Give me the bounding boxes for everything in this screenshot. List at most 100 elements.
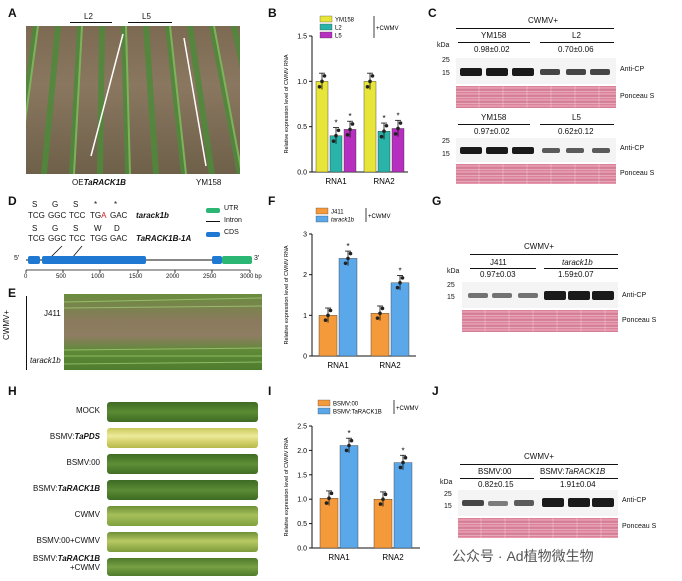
data-point xyxy=(395,285,400,290)
c-m25-top: 25 xyxy=(442,57,450,64)
c-bot-label-1: YM158 xyxy=(481,113,507,122)
h-row-label-4: BSMV:TaRACK1B xyxy=(0,484,100,493)
j-header-line xyxy=(460,464,618,465)
d-ref-codon-1: TCG xyxy=(28,234,45,243)
g-label-1: J411 xyxy=(490,258,507,267)
h-row-label-gene: TaRACK1B xyxy=(57,554,100,563)
j-value-1: 0.82±0.15 xyxy=(478,480,514,489)
c-ponceau-top xyxy=(456,86,616,108)
chart-i: 0.0 0.5 1.0 1.5 2.0 2.5 Relative expression le… xyxy=(284,399,420,562)
legend-swatch-1 xyxy=(319,23,333,31)
c-top-line-2 xyxy=(540,42,614,43)
data-point xyxy=(348,127,352,132)
panel-g-letter: G xyxy=(432,194,442,208)
g-value-1: 0.97±0.03 xyxy=(480,270,516,279)
h-row-label-plain: CWMV xyxy=(74,510,100,519)
significance-star: * xyxy=(382,114,385,123)
d-axis-1500: 1500 xyxy=(129,274,143,280)
y-tick-label: 1.5 xyxy=(297,34,307,41)
g-anti-cp: Anti-CP xyxy=(622,292,647,299)
c-top-label-1: YM158 xyxy=(481,31,507,40)
field-photo-e xyxy=(64,294,262,370)
chart-b: 0.0 0.5 1.0 1.5 Relative expression level of… xyxy=(284,15,408,186)
data-point xyxy=(324,501,329,505)
d-wt-codon-4: TGA xyxy=(90,211,107,220)
d-ref-codon-4: TGG xyxy=(90,234,108,243)
legend-swatch-1 xyxy=(315,215,329,223)
data-point xyxy=(327,496,331,501)
significance-star: * xyxy=(347,429,350,438)
y-tick-label: 1 xyxy=(303,313,307,320)
c-anti-cp-bot: Anti-CP xyxy=(620,145,645,152)
panel-a-letter: A xyxy=(8,6,17,20)
data-point xyxy=(380,306,385,311)
significance-star: * xyxy=(348,112,351,121)
data-point xyxy=(328,308,333,313)
e-label-tarack1b: tarack1b xyxy=(30,356,61,365)
g-ponceau-label: Ponceau S xyxy=(622,317,657,324)
c-blot-bot xyxy=(456,138,616,162)
c-ponceau-label-top: Ponceau S xyxy=(620,93,655,100)
g-line-1 xyxy=(470,268,536,269)
d-ref-aa-5: D xyxy=(114,224,120,233)
label-l5: L5 xyxy=(142,12,151,21)
d-axis-2500: 2500 xyxy=(203,274,217,280)
l2-bracket xyxy=(70,22,112,23)
bar-ym158-rna2 xyxy=(363,81,377,173)
j-m15: 15 xyxy=(444,503,452,510)
e-side-line xyxy=(26,296,27,370)
y-tick-label: 3 xyxy=(303,232,307,239)
data-point xyxy=(401,460,405,465)
h-leaf-1 xyxy=(107,402,258,422)
d-axis-500: 500 xyxy=(56,274,67,280)
d-wt-codon-1: TCG xyxy=(28,211,45,220)
c-anti-cp-top: Anti-CP xyxy=(620,66,645,73)
bar-bsmv-tarack1b-rna2 xyxy=(393,462,413,549)
data-point xyxy=(334,133,338,138)
g-ponceau xyxy=(462,310,618,332)
d-ref-codon-3: TCC xyxy=(69,234,86,243)
h-row-label-plain: MOCK xyxy=(76,406,100,415)
j-value-2: 1.91±0.04 xyxy=(560,480,596,489)
y-tick-label: 1.0 xyxy=(297,497,307,504)
d-wt-aa-4: * xyxy=(94,200,98,209)
j-m25: 25 xyxy=(444,491,452,498)
d-wt-aa-1: S xyxy=(32,200,38,209)
c-ponceau-label-bot: Ponceau S xyxy=(620,170,655,177)
x-tick-label-rna2: RNA2 xyxy=(379,361,401,370)
label-ym158: YM158 xyxy=(196,178,222,187)
c-bot-line-1 xyxy=(458,124,530,125)
d-axis-2000: 2000 xyxy=(166,274,180,280)
g-value-2: 1.59±0.07 xyxy=(558,270,594,279)
j-label-2: BSMV:TaRACK1B xyxy=(540,467,606,476)
y-axis-label: Relative expression level of CWMV RNA xyxy=(284,437,290,536)
c-m15-top: 15 xyxy=(442,70,450,77)
c-bot-label-2: L5 xyxy=(572,113,581,122)
legend-label-0: J411 xyxy=(331,210,344,216)
g-kda: kDa xyxy=(447,268,460,275)
c-ponceau-bot xyxy=(456,164,616,184)
y-axis-label: Relative expression level of CWMV RNA xyxy=(284,245,290,344)
h-leaf-6 xyxy=(107,532,258,552)
label-l2: L2 xyxy=(84,12,93,21)
legend-swatch-0 xyxy=(315,207,329,215)
c-top-line-1 xyxy=(458,42,530,43)
data-point xyxy=(368,79,372,84)
j-blot xyxy=(458,490,618,516)
d-ref-codon-2: GGC xyxy=(48,234,67,243)
y-tick-label: 0.5 xyxy=(297,521,307,528)
data-point xyxy=(344,448,349,453)
data-point xyxy=(398,465,403,470)
j-ponceau-label: Ponceau S xyxy=(622,523,657,530)
d-legend-intron: Intron xyxy=(224,217,242,224)
d-ref-aa-4: W xyxy=(94,224,102,233)
panel-e-letter: E xyxy=(8,286,17,300)
panel-c-letter: C xyxy=(428,6,437,20)
j-line-1 xyxy=(460,478,534,479)
c-header-line xyxy=(456,28,614,29)
legend-suffix: +CWMV xyxy=(376,26,399,32)
legend-label-1: tarack1b xyxy=(331,218,355,224)
h-leaf-3 xyxy=(107,454,258,474)
d-axis-0: 0 xyxy=(24,274,28,280)
